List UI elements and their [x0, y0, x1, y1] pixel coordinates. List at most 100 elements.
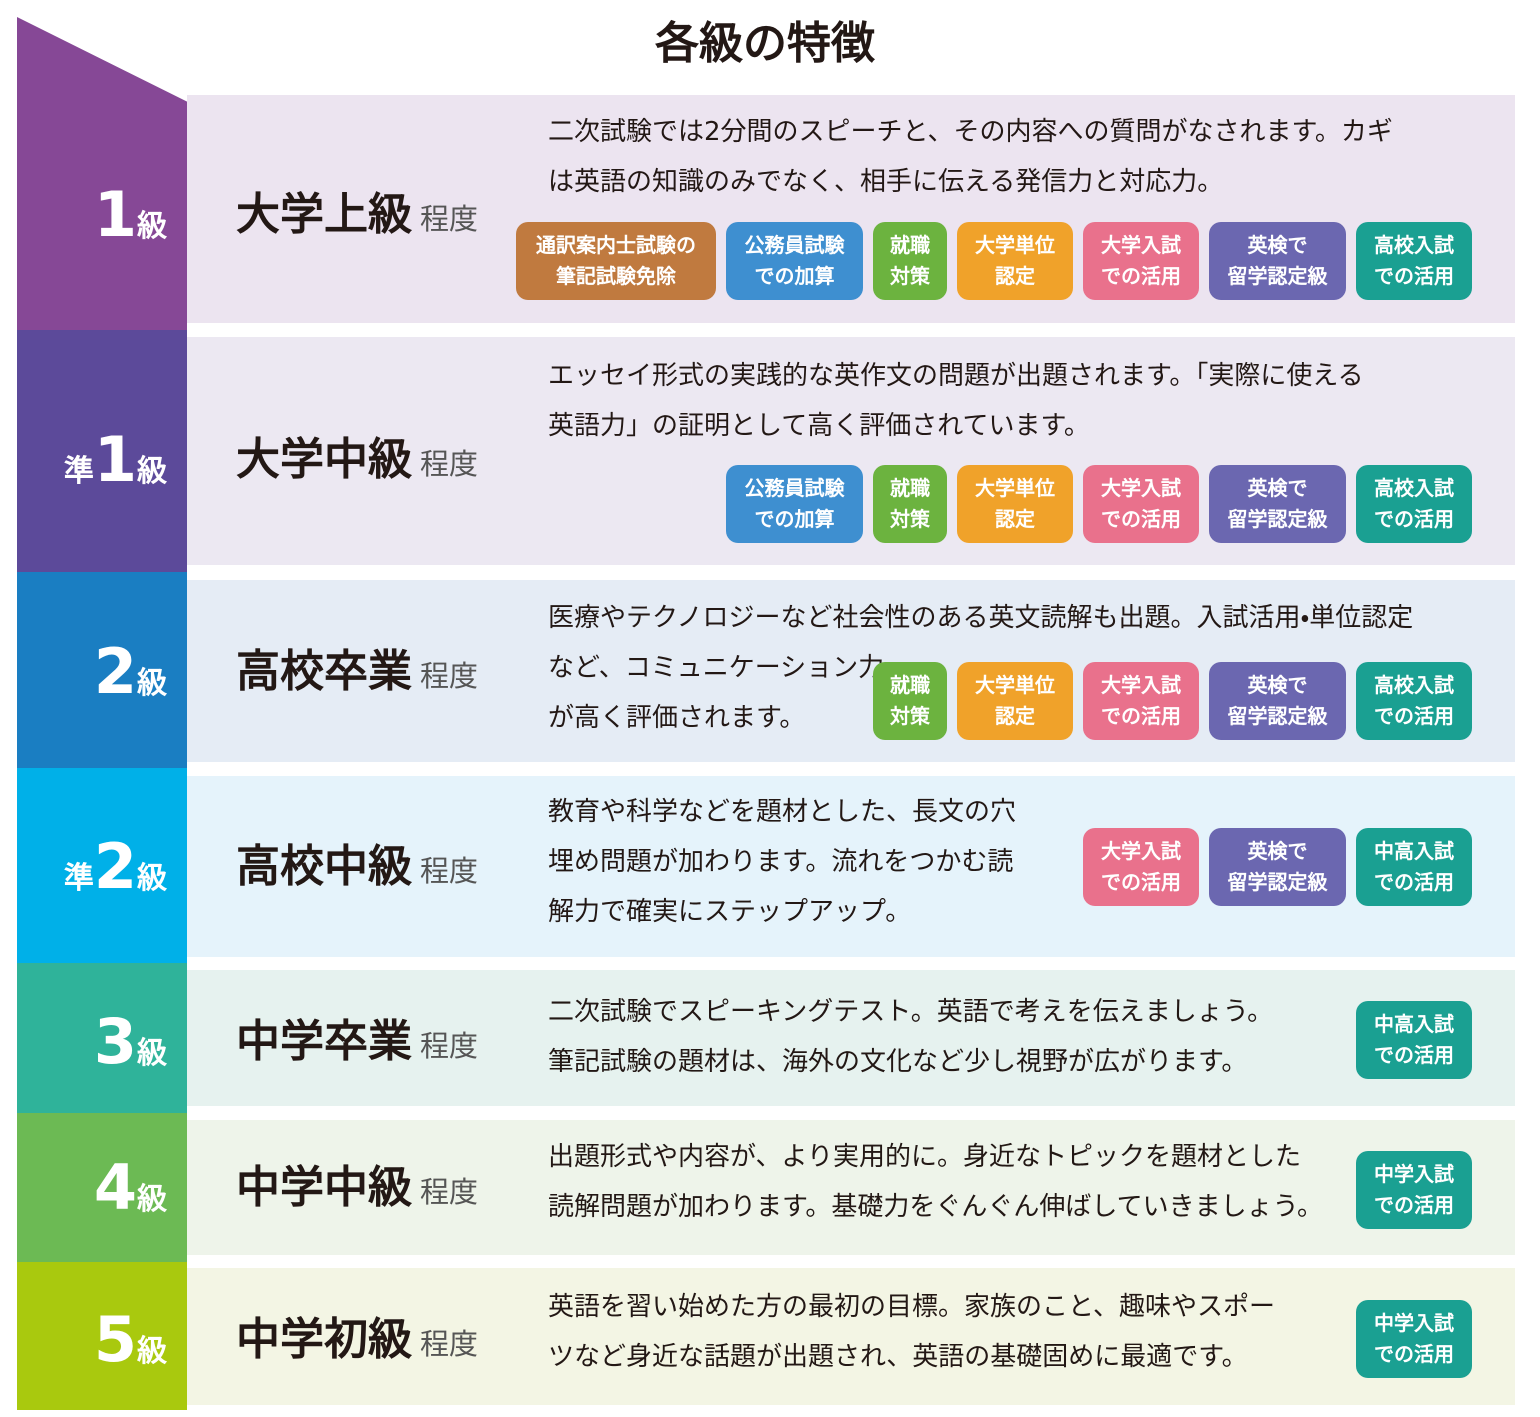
- description-line: 解力で確実にステップアップ。: [548, 897, 912, 927]
- grade-label: 2級: [17, 637, 167, 707]
- grade-unit: 級: [137, 454, 167, 489]
- tag-line: 高校入試: [1374, 673, 1454, 697]
- level-suffix: 程度: [420, 854, 479, 888]
- tag-line: 英検で: [1247, 839, 1308, 863]
- level-name: 中学中級: [236, 1162, 412, 1213]
- tag-list: 公務員試験 での加算 就職 対策 大学単位 認定 大学入試 での活用 英検で 留学認定級 高校入試で…: [726, 465, 1472, 543]
- tag-line: 留学認定級: [1227, 264, 1328, 288]
- tag: 中高入試 での活用: [1356, 828, 1472, 906]
- row-background: [187, 970, 1515, 1106]
- tag: 大学単位 認定: [957, 465, 1073, 543]
- tag: 中学入試 での活用: [1356, 1151, 1472, 1229]
- grade-unit: 級: [137, 209, 167, 244]
- tag-line: での活用: [1374, 704, 1454, 728]
- level-suffix: 程度: [420, 447, 479, 481]
- tag-line: 英検で: [1247, 476, 1308, 500]
- tag-line: 就職: [890, 233, 930, 257]
- level-name: 高校中級: [236, 841, 412, 892]
- grade-block: [17, 768, 187, 963]
- grade-label: 4級: [17, 1153, 167, 1223]
- level-suffix: 程度: [420, 202, 479, 236]
- grade-block: [17, 572, 187, 768]
- description-line: 埋め問題が加わります。流れをつかむ読: [548, 847, 1014, 877]
- tag-line: での活用: [1374, 1342, 1454, 1366]
- grade-label: 準1級: [17, 425, 167, 495]
- grade-number: 2: [93, 830, 137, 903]
- tag-line: 大学入試: [1101, 476, 1181, 500]
- level: 中学卒業 程度: [236, 1012, 478, 1072]
- tag-line: 留学認定級: [1227, 507, 1328, 531]
- tag-line: 公務員試験: [744, 476, 845, 500]
- row-background: [187, 1268, 1515, 1405]
- tag-line: 中学入試: [1374, 1311, 1454, 1335]
- tag: 公務員試験 での加算: [726, 222, 863, 300]
- tag-line: での活用: [1101, 507, 1181, 531]
- grade-label: 1級: [17, 180, 167, 250]
- tag: 大学入試 での活用: [1083, 662, 1199, 740]
- tag-line: 大学入試: [1101, 233, 1181, 257]
- description-line: 出題形式や内容が、より実用的に。身近なトピックを題材とした: [548, 1142, 1301, 1172]
- tag-list: 中学入試 での活用: [1356, 1300, 1472, 1378]
- tag-line: 大学単位: [975, 233, 1055, 257]
- grade-unit: 級: [137, 666, 167, 701]
- tag: 英検で 留学認定級: [1209, 465, 1346, 543]
- tag: 英検で 留学認定級: [1209, 222, 1346, 300]
- tag: 大学入試 での活用: [1083, 222, 1199, 300]
- level-suffix: 程度: [420, 1175, 479, 1209]
- grade-number: 1: [93, 178, 137, 251]
- grade-number: 5: [93, 1303, 137, 1376]
- level-suffix: 程度: [420, 1327, 479, 1361]
- tag-list: 大学入試 での活用 英検で 留学認定級 中高入試 での活用: [1083, 828, 1472, 906]
- grade-label: 5級: [17, 1305, 167, 1375]
- tag-line: 中高入試: [1374, 839, 1454, 863]
- description: 教育や科学などを題材とした、長文の穴 埋め問題が加わります。流れをつかむ読 解力で確…: [548, 787, 1016, 937]
- level: 中学初級 程度: [236, 1310, 478, 1370]
- level-name: 大学中級: [236, 434, 412, 485]
- tag-line: 高校入試: [1374, 476, 1454, 500]
- tag-line: 留学認定級: [1227, 704, 1328, 728]
- tag-line: 対策: [890, 264, 930, 288]
- tag-line: 大学入試: [1101, 673, 1181, 697]
- tag-line: での活用: [1374, 1193, 1454, 1217]
- tag-line: での活用: [1374, 870, 1454, 894]
- grade-unit: 級: [137, 861, 167, 896]
- description-line: 筆記試験の題材は、海外の文化など少し視野が広がります。: [548, 1047, 1248, 1077]
- description-line: 二次試験では2分間のスピーチと、その内容への質問がなされます。カギ: [548, 117, 1393, 147]
- level: 高校卒業 程度: [236, 642, 478, 702]
- tag: 就職 対策: [873, 662, 947, 740]
- tag: 英検で 留学認定級: [1209, 828, 1346, 906]
- tag-line: での活用: [1374, 507, 1454, 531]
- tag-line: での加算: [754, 507, 835, 531]
- grade-number: 1: [93, 423, 137, 496]
- tag: 公務員試験 での加算: [726, 465, 863, 543]
- description-line: 二次試験でスピーキングテスト。英語で考えを伝えましょう。: [548, 997, 1274, 1027]
- level-name: 高校卒業: [236, 646, 412, 697]
- tag-list: 中高入試 での活用: [1356, 1001, 1472, 1079]
- tag-line: 就職: [890, 673, 930, 697]
- tag-line: 対策: [890, 704, 930, 728]
- description-line: 医療やテクノロジーなど社会性のある英文読解も出題。入試活用・単位認定: [548, 603, 1414, 633]
- row-background: [187, 1120, 1515, 1255]
- tag-line: 大学単位: [975, 673, 1055, 697]
- tag-line: 中学入試: [1374, 1162, 1454, 1186]
- description-line: 英語力」の証明として高く評価されています。: [548, 411, 1090, 441]
- level: 高校中級 程度: [236, 837, 478, 897]
- description-line: 読解問題が加わります。基礎力をぐんぐん伸ばしていきましょう。: [548, 1192, 1324, 1222]
- tag-line: 公務員試験: [744, 233, 845, 257]
- description: 英語を習い始めた方の最初の目標。家族のこと、趣味やスポー ツなど身近な話題が出題さ…: [548, 1282, 1275, 1382]
- grade-number: 2: [93, 635, 137, 708]
- tag-line: 認定: [995, 704, 1035, 728]
- tag: 高校入試 での活用: [1356, 222, 1472, 300]
- tag-line: での加算: [754, 264, 835, 288]
- description-line: が高く評価されます。: [548, 703, 806, 733]
- tag-line: 大学単位: [975, 476, 1055, 500]
- tag-line: 中高入試: [1374, 1012, 1454, 1036]
- tag: 就職 対策: [873, 222, 947, 300]
- grade-label: 3級: [17, 1007, 167, 1077]
- description: 二次試験でスピーキングテスト。英語で考えを伝えましょう。 筆記試験の題材は、海外の…: [548, 987, 1273, 1087]
- description: 医療やテクノロジーなど社会性のある英文読解も出題。入試活用・単位認定 など、コミュ…: [548, 593, 1413, 743]
- page-title: 各級の特徴: [655, 18, 875, 69]
- level: 大学上級 程度: [236, 185, 478, 245]
- description-line: ツなど身近な話題が出題され、英語の基礎固めに最適です。: [548, 1342, 1248, 1372]
- tag-line: 高校入試: [1374, 233, 1454, 257]
